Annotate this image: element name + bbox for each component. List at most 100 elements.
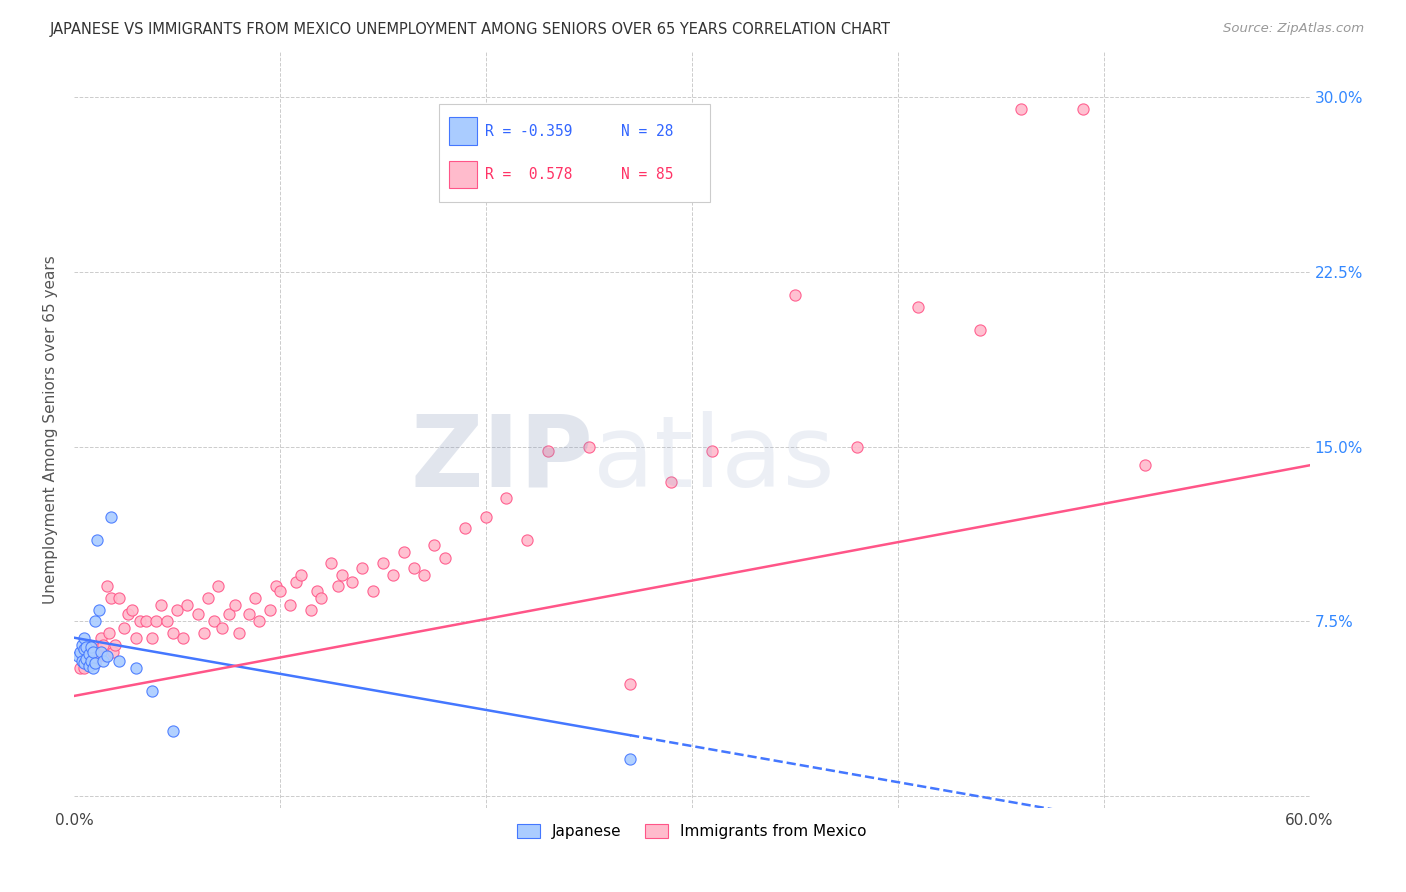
Point bbox=[340, 574, 363, 589]
Point bbox=[100, 591, 122, 606]
Point bbox=[90, 631, 112, 645]
Point bbox=[121, 603, 143, 617]
Point bbox=[162, 723, 184, 738]
Point bbox=[193, 626, 215, 640]
Point bbox=[98, 626, 121, 640]
Text: JAPANESE VS IMMIGRANTS FROM MEXICO UNEMPLOYMENT AMONG SENIORS OVER 65 YEARS CORR: JAPANESE VS IMMIGRANTS FROM MEXICO UNEMP… bbox=[49, 22, 890, 37]
Point bbox=[907, 300, 929, 314]
Point bbox=[783, 288, 806, 302]
Point bbox=[382, 567, 405, 582]
Point bbox=[72, 638, 94, 652]
Point bbox=[309, 591, 332, 606]
Point bbox=[176, 598, 198, 612]
Point bbox=[149, 598, 172, 612]
Point bbox=[413, 567, 436, 582]
Point bbox=[72, 654, 94, 668]
Point bbox=[96, 649, 118, 664]
Point bbox=[86, 533, 108, 547]
Point bbox=[73, 645, 96, 659]
Point bbox=[82, 645, 104, 659]
Point bbox=[361, 584, 384, 599]
Point bbox=[330, 567, 353, 582]
Point bbox=[94, 649, 117, 664]
Point bbox=[290, 567, 312, 582]
Point bbox=[211, 621, 233, 635]
Point bbox=[495, 491, 517, 505]
Point bbox=[73, 642, 96, 657]
Point bbox=[187, 607, 209, 622]
Point bbox=[224, 598, 246, 612]
Point bbox=[197, 591, 219, 606]
Text: Source: ZipAtlas.com: Source: ZipAtlas.com bbox=[1223, 22, 1364, 36]
Point bbox=[166, 603, 188, 617]
Point bbox=[108, 591, 131, 606]
Point bbox=[90, 645, 112, 659]
Point bbox=[91, 638, 114, 652]
Point bbox=[969, 323, 991, 337]
Point bbox=[77, 658, 100, 673]
Point bbox=[269, 584, 291, 599]
Point bbox=[77, 638, 100, 652]
Point bbox=[285, 574, 308, 589]
Point bbox=[141, 684, 163, 698]
Point bbox=[73, 661, 96, 675]
Point bbox=[77, 649, 100, 664]
Point bbox=[129, 615, 152, 629]
Point bbox=[96, 579, 118, 593]
Point bbox=[475, 509, 498, 524]
Text: atlas: atlas bbox=[593, 411, 835, 508]
Point bbox=[86, 642, 108, 657]
Point bbox=[103, 645, 125, 659]
Point bbox=[1010, 102, 1032, 116]
Point bbox=[454, 521, 477, 535]
Point bbox=[172, 631, 194, 645]
Point bbox=[162, 626, 184, 640]
Point bbox=[104, 638, 127, 652]
Point bbox=[321, 556, 343, 570]
Point bbox=[845, 440, 868, 454]
Point bbox=[264, 579, 287, 593]
Point bbox=[245, 591, 267, 606]
Point bbox=[1071, 102, 1094, 116]
Point bbox=[100, 509, 122, 524]
Point bbox=[125, 631, 148, 645]
Point bbox=[83, 615, 105, 629]
Point bbox=[135, 615, 157, 629]
Point bbox=[433, 551, 456, 566]
Point bbox=[87, 603, 110, 617]
Point bbox=[299, 603, 322, 617]
Point bbox=[72, 649, 94, 664]
Point bbox=[402, 561, 425, 575]
Point bbox=[83, 657, 105, 671]
Point bbox=[156, 615, 179, 629]
Point bbox=[77, 647, 100, 661]
Point bbox=[125, 661, 148, 675]
Point bbox=[659, 475, 682, 489]
Point bbox=[87, 649, 110, 664]
Y-axis label: Unemployment Among Seniors over 65 years: Unemployment Among Seniors over 65 years bbox=[44, 255, 58, 604]
Point bbox=[112, 621, 135, 635]
Point bbox=[117, 607, 139, 622]
Point bbox=[145, 615, 167, 629]
Point bbox=[82, 661, 104, 675]
Point bbox=[247, 615, 270, 629]
Point bbox=[202, 615, 225, 629]
Point bbox=[326, 579, 349, 593]
Point bbox=[75, 640, 97, 654]
Point bbox=[108, 654, 131, 668]
Point bbox=[228, 626, 250, 640]
Point bbox=[702, 444, 724, 458]
Point bbox=[578, 440, 600, 454]
Point bbox=[238, 607, 260, 622]
Point bbox=[79, 640, 101, 654]
Point bbox=[73, 657, 96, 671]
Point bbox=[392, 544, 415, 558]
Point bbox=[67, 649, 90, 664]
Point bbox=[75, 657, 97, 671]
Point bbox=[69, 645, 91, 659]
Point bbox=[537, 444, 560, 458]
Point bbox=[259, 603, 281, 617]
Point bbox=[82, 645, 104, 659]
Legend: Japanese, Immigrants from Mexico: Japanese, Immigrants from Mexico bbox=[510, 818, 873, 846]
Point bbox=[91, 654, 114, 668]
